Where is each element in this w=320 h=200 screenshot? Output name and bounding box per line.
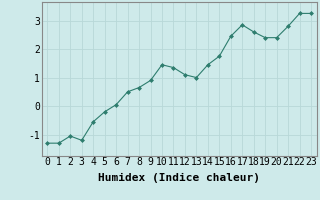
X-axis label: Humidex (Indice chaleur): Humidex (Indice chaleur)	[98, 173, 260, 183]
